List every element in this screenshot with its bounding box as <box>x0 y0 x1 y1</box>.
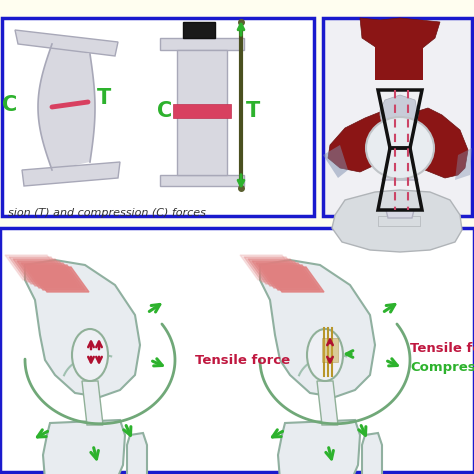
FancyBboxPatch shape <box>173 104 231 118</box>
Polygon shape <box>260 260 375 397</box>
Polygon shape <box>317 381 338 425</box>
Polygon shape <box>43 420 125 474</box>
FancyBboxPatch shape <box>183 22 215 38</box>
Text: C: C <box>2 95 18 115</box>
Polygon shape <box>38 44 95 170</box>
Polygon shape <box>15 30 118 56</box>
Polygon shape <box>13 259 73 284</box>
Text: Compression: Compression <box>410 362 474 374</box>
Polygon shape <box>362 433 382 474</box>
Polygon shape <box>248 259 308 284</box>
Polygon shape <box>252 261 312 286</box>
Text: Tensile force: Tensile force <box>195 354 290 366</box>
Polygon shape <box>9 257 69 282</box>
Polygon shape <box>256 263 316 288</box>
Text: sion (T) and compression (C) forces: sion (T) and compression (C) forces <box>8 208 206 218</box>
Polygon shape <box>455 148 472 180</box>
FancyBboxPatch shape <box>160 175 244 186</box>
Polygon shape <box>21 263 81 288</box>
FancyBboxPatch shape <box>160 38 244 50</box>
Polygon shape <box>127 433 147 474</box>
Polygon shape <box>382 170 418 180</box>
Polygon shape <box>82 381 103 425</box>
FancyBboxPatch shape <box>323 18 472 216</box>
Polygon shape <box>328 112 385 172</box>
Polygon shape <box>240 255 300 280</box>
Ellipse shape <box>366 117 434 179</box>
Polygon shape <box>332 190 462 252</box>
Polygon shape <box>244 257 304 282</box>
Polygon shape <box>260 265 320 290</box>
Polygon shape <box>29 267 89 292</box>
Text: T: T <box>97 88 111 108</box>
Polygon shape <box>5 255 65 280</box>
Ellipse shape <box>307 329 343 381</box>
Polygon shape <box>380 95 418 142</box>
Polygon shape <box>264 267 324 292</box>
Polygon shape <box>17 261 77 286</box>
Ellipse shape <box>72 329 108 381</box>
Text: Tensile force: Tensile force <box>410 341 474 355</box>
Polygon shape <box>386 210 414 218</box>
Polygon shape <box>22 162 120 186</box>
Polygon shape <box>25 260 140 397</box>
Polygon shape <box>323 145 348 178</box>
FancyBboxPatch shape <box>0 228 474 472</box>
Text: C: C <box>157 101 173 121</box>
FancyBboxPatch shape <box>378 216 420 226</box>
FancyBboxPatch shape <box>375 20 423 80</box>
Polygon shape <box>278 420 360 474</box>
FancyBboxPatch shape <box>177 50 227 175</box>
Polygon shape <box>360 18 440 50</box>
Polygon shape <box>322 338 338 362</box>
Text: T: T <box>246 101 260 121</box>
FancyBboxPatch shape <box>2 18 314 216</box>
Polygon shape <box>25 265 85 290</box>
Polygon shape <box>412 108 468 178</box>
